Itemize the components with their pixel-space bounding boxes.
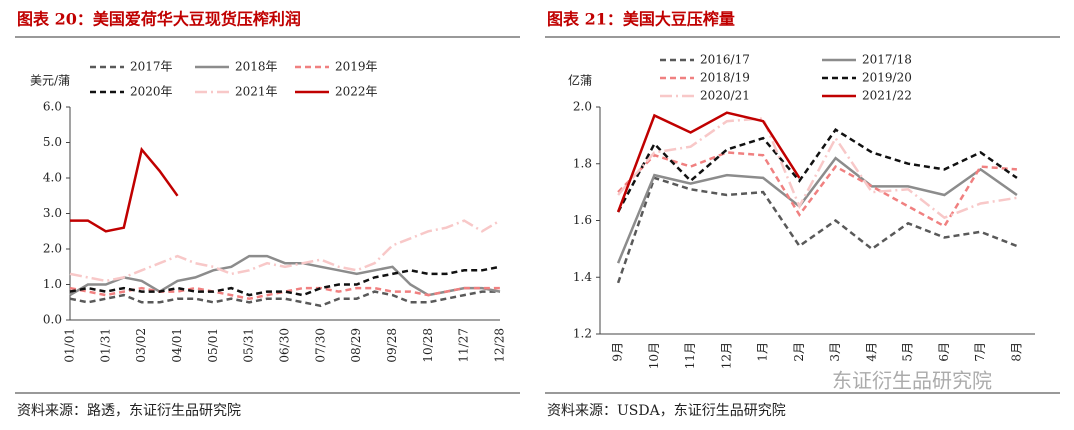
y-tick-label: 1.4 [573,270,592,284]
series-line [617,151,1017,228]
series-line [616,128,1018,213]
x-tick-label: 11/27 [457,328,471,363]
legend-label: 2022年 [335,85,378,99]
x-tick-label: 12/28 [493,328,507,363]
x-tick-label: 1月 [756,342,770,362]
legend-label: 2020/21 [700,89,750,103]
legend-label: 2017年 [130,60,173,74]
legend-label: 2021/22 [862,89,912,103]
legend-label: 2018年 [235,60,278,74]
x-tick-label: 12月 [719,342,733,369]
x-tick-label: 10月 [647,342,661,369]
y-tick-label: 1.6 [573,213,592,227]
series-line [69,219,501,283]
x-tick-label: 06/30 [278,328,292,363]
legend-label: 2021年 [235,85,278,99]
series-line [616,111,801,213]
series-line [70,146,179,233]
legend-label: 2016/17 [700,53,750,67]
legend-label: 2018/19 [700,71,750,85]
x-tick-label: 2月 [792,342,806,362]
figure-title: 图表 20：美国爱荷华大豆现货压榨利润 [17,10,301,29]
x-tick-label: 09/28 [385,328,399,363]
x-tick-label: 7月 [973,342,987,362]
x-tick-label: 5月 [901,342,915,362]
series-line [69,265,501,297]
watermark: 东证衍生品研究院 [832,369,992,393]
y-tick-label: 2.0 [573,100,592,114]
y-tick-label: 4.0 [43,171,62,185]
x-tick-label: 01/01 [63,328,77,363]
y-tick-label: 0.0 [43,313,62,327]
x-tick-label: 9月 [611,342,625,362]
x-tick-label: 04/01 [170,328,184,363]
x-tick-label: 05/01 [206,328,220,363]
source: 资料来源：路透，东证衍生品研究院 [17,403,241,419]
y-tick-label: 6.0 [43,100,62,114]
y-tick-label: 2.0 [43,242,62,256]
legend-label: 2019/20 [862,71,912,85]
y-axis-label: 亿蒲 [568,73,592,88]
source: 资料来源：USDA，东证衍生品研究院 [547,403,786,419]
y-tick-label: 1.0 [43,277,62,291]
x-tick-label: 10/28 [421,328,435,363]
x-tick-label: 3月 [828,342,842,362]
x-tick-label: 01/31 [98,328,112,363]
series-line [616,156,1018,264]
x-tick-label: 05/31 [242,328,256,363]
y-axis-label: 美元/蒲 [30,74,70,88]
legend-label: 2019年 [335,60,378,74]
y-tick-label: 1.2 [573,327,592,341]
y-tick-label: 3.0 [43,206,62,220]
legend-label: 2017/18 [862,53,912,67]
legend-label: 2020年 [130,85,173,99]
series-line [69,286,500,300]
series-line [616,176,1018,284]
x-tick-label: 08/29 [349,328,363,363]
figure-title: 图表 21：美国大豆压榨量 [547,10,735,29]
x-tick-label: 6月 [937,342,951,362]
x-tick-label: 8月 [1009,342,1023,362]
y-tick-label: 5.0 [43,135,62,149]
y-tick-label: 1.8 [573,156,592,170]
series-line [69,290,500,308]
x-tick-label: 11月 [683,342,697,369]
x-tick-label: 07/30 [313,328,327,363]
x-tick-label: 03/02 [134,328,148,363]
x-tick-label: 4月 [864,342,878,362]
